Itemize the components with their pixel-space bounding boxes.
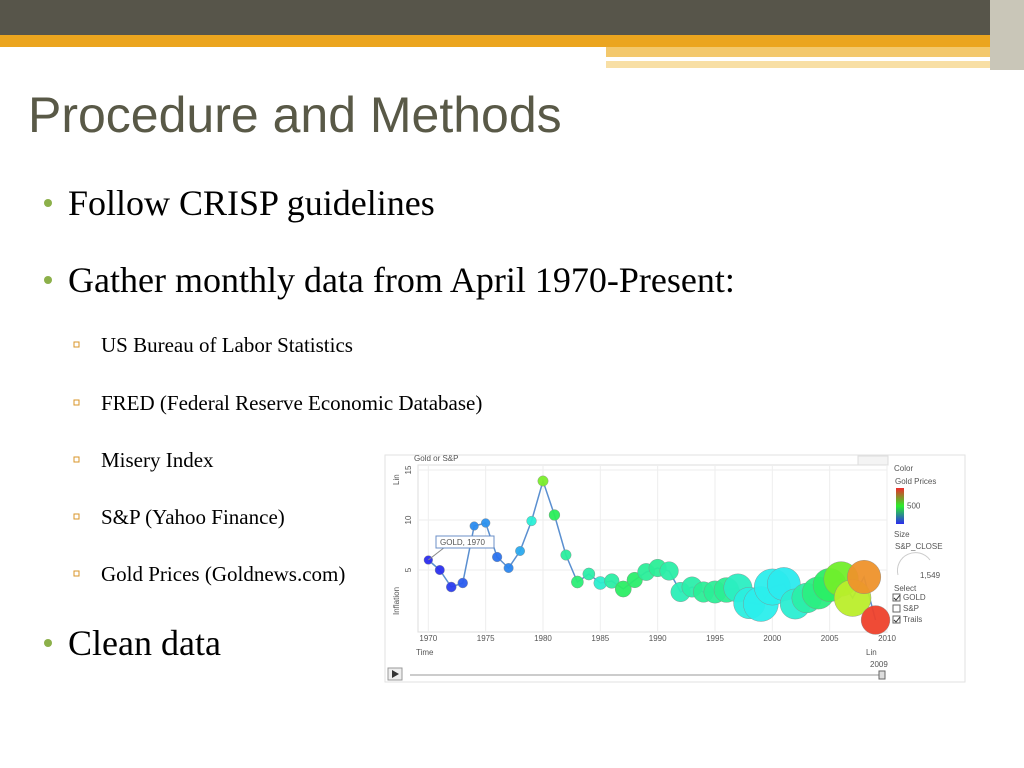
bubble <box>503 563 514 573</box>
bubble <box>614 580 632 598</box>
x-tick-label: 2000 <box>763 634 781 643</box>
sub-bullet-marker <box>73 399 80 406</box>
legend-size-by: S&P_CLOSE <box>895 542 943 551</box>
legend-size-label: Size <box>894 530 910 539</box>
check <box>893 616 901 623</box>
x-axis-label: Time <box>416 648 434 657</box>
x-tick-label: 1970 <box>419 634 437 643</box>
checkbox[interactable] <box>892 615 901 624</box>
x-tick-label: 2010 <box>878 634 896 643</box>
y-tick-label: 10 <box>404 515 413 524</box>
y-tick-label: 5 <box>404 567 413 572</box>
bullet-text: Gather monthly data from April 1970-Pres… <box>68 260 735 300</box>
legend-color-tick: 500 <box>907 502 921 511</box>
bullet-text: Clean data <box>68 623 221 663</box>
bubble <box>492 551 503 563</box>
orange-stripe <box>0 35 990 47</box>
chart-title: Gold or S&P <box>414 454 458 463</box>
bubble <box>847 560 882 594</box>
annotation-box <box>435 535 495 549</box>
x-tick-label: 2005 <box>821 634 839 643</box>
bubble <box>434 565 445 575</box>
play-icon <box>392 670 399 678</box>
bubble <box>457 577 468 589</box>
sub-bullet-text: Gold Prices (Goldnews.com) <box>101 562 345 586</box>
sub-bullet-marker <box>73 570 80 577</box>
x-tick-label: 1985 <box>591 634 609 643</box>
bubble <box>582 567 596 581</box>
sub-bullet-marker <box>73 456 80 463</box>
x-scale: Lin <box>866 648 877 657</box>
annotation: GOLD, 1970 <box>440 538 485 547</box>
bullet-dot <box>44 199 52 207</box>
bubble <box>481 518 491 528</box>
legend-select-label: Select <box>894 584 917 593</box>
legend-color-label: Color <box>894 464 913 473</box>
x-tick-label: 1975 <box>477 634 495 643</box>
x-tick-label: 1990 <box>649 634 667 643</box>
bubble <box>515 546 525 556</box>
sub-bullet-text: Misery Index <box>101 448 214 472</box>
y-axis-label: Inflation <box>392 587 401 615</box>
sub-bullet-text: US Bureau of Labor Statistics <box>101 333 353 357</box>
legend-color-by: Gold Prices <box>895 477 936 486</box>
bubble <box>469 521 479 531</box>
current-year: 2009 <box>870 660 888 669</box>
bubble <box>571 575 584 589</box>
bubble <box>537 475 549 487</box>
y-scale: Lin <box>392 474 401 485</box>
bullet-dot <box>44 639 52 647</box>
sub-bullet-text: S&P (Yahoo Finance) <box>101 505 285 529</box>
bullet-dot <box>44 276 52 284</box>
legend-option: Trails <box>903 615 922 624</box>
stripe-accent <box>606 47 990 57</box>
legend-option: S&P <box>903 604 919 613</box>
bubble <box>560 549 572 561</box>
bubble <box>548 509 561 521</box>
bubble <box>659 561 679 581</box>
annotation-leader <box>428 546 446 561</box>
legend-size-tick: 1,549 <box>920 571 941 580</box>
y-tick-label: 15 <box>404 465 413 474</box>
bubble <box>604 573 620 589</box>
bubble <box>423 555 433 565</box>
bubble <box>526 515 537 527</box>
bubble <box>446 581 457 593</box>
size-gauge <box>896 552 931 576</box>
sub-bullet-marker <box>73 341 80 348</box>
bullet-text: Follow CRISP guidelines <box>68 183 435 223</box>
checkbox[interactable] <box>892 604 901 613</box>
x-tick-label: 1995 <box>706 634 724 643</box>
color-scale <box>896 488 904 524</box>
bubble <box>860 605 891 635</box>
sub-bullet-marker <box>73 513 80 520</box>
sub-bullet-text: FRED (Federal Reserve Economic Database) <box>101 391 482 415</box>
top-bar <box>0 0 1024 35</box>
x-tick-label: 1980 <box>534 634 552 643</box>
corner-bars <box>990 0 1024 70</box>
slide-title: Procedure and Methods <box>28 87 562 143</box>
view-tabs[interactable] <box>857 455 889 466</box>
legend-option: GOLD <box>903 593 926 602</box>
slider-handle[interactable] <box>878 670 886 680</box>
check <box>893 594 901 601</box>
stripe-accent <box>606 61 990 68</box>
checkbox[interactable] <box>892 593 901 602</box>
